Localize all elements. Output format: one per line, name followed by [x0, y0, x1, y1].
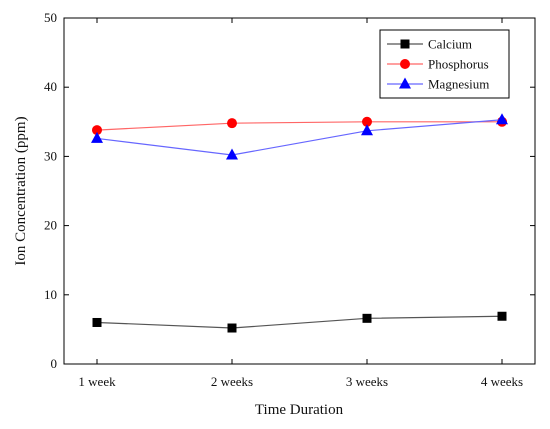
y-axis: 0 10 20 30 40 50: [44, 10, 535, 371]
x-axis: 1 week 2 weeks 3 weeks 4 weeks: [78, 18, 523, 389]
data-point: [226, 148, 238, 160]
legend-item-magnesium: Magnesium: [387, 77, 489, 92]
series-calcium: [92, 311, 507, 333]
data-point: [361, 124, 373, 136]
legend-marker: [399, 77, 411, 89]
data-point: [92, 317, 102, 327]
x-axis-label: Time Duration: [255, 402, 344, 418]
y-tick-label: 30: [44, 148, 57, 163]
legend: Calcium Phosphorus Magnesium: [379, 29, 510, 99]
y-axis-label: Ion Concentration (ppm): [13, 116, 29, 265]
legend-label: Calcium: [428, 37, 472, 52]
data-point: [91, 131, 103, 143]
series-phosphorus: [92, 116, 507, 136]
legend-label: Phosphorus: [428, 57, 489, 72]
legend-marker: [400, 39, 410, 49]
y-tick-label: 10: [44, 287, 57, 302]
x-tick-label: 3 weeks: [346, 374, 388, 389]
y-tick-label: 20: [44, 218, 57, 233]
data-point: [497, 311, 507, 321]
series-line: [96, 315, 503, 329]
legend-item-phosphorus: Phosphorus: [387, 57, 489, 72]
series-line: [96, 119, 503, 156]
x-tick-label: 1 week: [78, 374, 116, 389]
legend-label: Magnesium: [428, 77, 489, 92]
series-line: [96, 121, 502, 131]
y-tick-label: 40: [44, 79, 57, 94]
data-point: [496, 113, 508, 125]
legend-item-calcium: Calcium: [387, 37, 472, 52]
legend-marker: [400, 59, 410, 69]
x-tick-label: 2 weeks: [211, 374, 253, 389]
data-point: [92, 125, 102, 136]
data-point: [227, 323, 237, 333]
data-point: [227, 118, 237, 129]
data-point: [362, 116, 372, 127]
x-tick-label: 4 weeks: [481, 374, 523, 389]
y-tick-label: 0: [51, 356, 58, 371]
data-point: [362, 313, 372, 323]
series-magnesium: [91, 113, 508, 160]
series-layer: [91, 113, 508, 333]
y-tick-label: 50: [44, 10, 57, 25]
